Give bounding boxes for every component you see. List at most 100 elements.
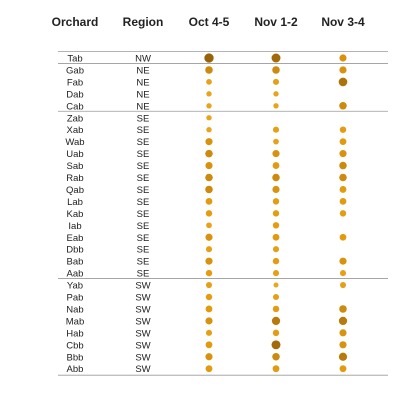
dot-aab-nov-3-4 [339, 270, 347, 277]
dot-sab-nov-3-4 [339, 161, 347, 170]
column-header-oct-4-5: Oct 4-5 [189, 15, 230, 29]
region-label: SE [137, 269, 150, 280]
table-row: Bbb SW [67, 352, 348, 363]
table-row: Eab SE [67, 233, 347, 244]
dot-wab-oct-4-5 [205, 138, 213, 146]
dot-lab-oct-4-5 [205, 198, 213, 205]
table-row: Pab SW [67, 293, 280, 304]
dot-iab-nov-1-2 [272, 222, 280, 229]
region-label: SE [137, 185, 150, 196]
region-label: SW [135, 293, 150, 304]
dot-lab-nov-3-4 [339, 198, 347, 205]
dot-dbb-nov-1-2 [272, 246, 280, 253]
orchard-label: Cbb [66, 340, 83, 351]
orchard-label: Hab [66, 328, 83, 339]
table-row: Rab SE [66, 173, 347, 184]
dot-sab-oct-4-5 [205, 161, 213, 170]
dot-mab-nov-1-2 [271, 316, 281, 326]
column-header-nov-1-2: Nov 1-2 [254, 15, 298, 29]
region-label: SW [135, 352, 150, 363]
region-label: SE [137, 209, 150, 220]
dot-sab-nov-1-2 [272, 162, 280, 169]
dot-yab-oct-4-5 [205, 282, 213, 289]
dot-uab-oct-4-5 [205, 149, 213, 158]
region-label: SE [137, 113, 150, 124]
dot-bbb-oct-4-5 [205, 353, 213, 361]
dot-eab-nov-1-2 [272, 233, 280, 241]
dot-fab-oct-4-5 [206, 79, 212, 85]
dot-wab-nov-3-4 [339, 138, 347, 146]
orchard-label: Bab [67, 257, 84, 268]
orchard-label: Gab [66, 65, 84, 76]
region-label: SE [137, 137, 150, 148]
dot-pab-nov-1-2 [272, 293, 280, 301]
region-label: SE [137, 149, 150, 160]
dot-bab-nov-1-2 [272, 257, 280, 265]
table-row: Uab SE [66, 149, 347, 160]
dot-abb-nov-1-2 [272, 365, 280, 373]
orchard-label: Iab [68, 221, 81, 232]
dot-bbb-nov-1-2 [272, 352, 280, 361]
orchard-label: Eab [67, 233, 84, 244]
table-row: Xab SE [67, 125, 347, 136]
dot-zab-oct-4-5 [206, 115, 212, 121]
dot-eab-nov-3-4 [339, 233, 347, 241]
dot-dab-oct-4-5 [206, 91, 212, 97]
dot-mab-nov-3-4 [338, 316, 348, 326]
column-header-region: Region [123, 15, 164, 29]
dot-hab-oct-4-5 [205, 329, 213, 336]
orchard-label: Kab [67, 209, 84, 220]
dot-xab-nov-1-2 [272, 126, 280, 133]
dot-bab-nov-3-4 [339, 257, 347, 265]
table-row: Hab SW [66, 328, 347, 339]
dot-gab-nov-3-4 [339, 66, 347, 74]
dot-hab-nov-3-4 [339, 329, 347, 337]
group-dividers [58, 51, 388, 376]
table-row: Mab SW [66, 316, 348, 327]
region-label: SW [135, 364, 150, 375]
dot-gab-oct-4-5 [205, 66, 213, 74]
column-header-orchard: Orchard [52, 15, 99, 29]
dot-qab-nov-1-2 [272, 185, 280, 194]
table-row: Zab SE [67, 113, 212, 124]
orchard-label: Aab [67, 269, 84, 280]
orchard-label: Zab [67, 113, 83, 124]
dot-qab-nov-3-4 [339, 186, 347, 193]
dot-fab-nov-1-2 [272, 78, 280, 85]
dot-dbb-oct-4-5 [205, 246, 213, 253]
table-row: Dbb SE [66, 245, 280, 256]
orchard-label: Bbb [67, 352, 84, 363]
orchard-label: Yab [67, 281, 83, 292]
dot-kab-nov-3-4 [339, 210, 347, 217]
region-label: SW [135, 304, 150, 315]
orchard-label: Pab [67, 293, 84, 304]
dot-nab-nov-3-4 [339, 305, 347, 313]
column-header-nov-3-4: Nov 3-4 [321, 15, 365, 29]
dot-abb-oct-4-5 [205, 365, 213, 373]
table-row: Nab SW [66, 304, 347, 315]
dot-tab-oct-4-5 [204, 53, 214, 63]
table-row: Wab SE [65, 137, 347, 148]
table-row: Bab SE [67, 257, 347, 268]
dot-dab-nov-1-2 [273, 91, 279, 97]
chart-rows: Tab NW Gab NE Fab NE Dab NE Cab NE Zab SE Xab SE Wab SE… [65, 53, 348, 375]
dot-aab-oct-4-5 [205, 269, 213, 277]
orchard-label: Tab [67, 54, 82, 65]
table-row: Lab SE [67, 197, 347, 208]
dot-cbb-nov-1-2 [271, 340, 281, 350]
region-label: NE [136, 77, 149, 88]
dot-qab-oct-4-5 [205, 185, 213, 194]
region-label: SE [137, 233, 150, 244]
orchard-label: Mab [66, 316, 84, 327]
region-label: NE [136, 101, 149, 112]
dot-xab-oct-4-5 [206, 127, 212, 133]
orchard-label: Qab [66, 185, 84, 196]
orchard-label: Cab [66, 101, 83, 112]
dot-uab-nov-3-4 [339, 150, 347, 158]
column-headers: Orchard Region Oct 4-5 Nov 1-2 Nov 3-4 [52, 15, 365, 29]
table-row: Iab SE [68, 221, 280, 232]
table-row: Tab NW [67, 53, 347, 65]
table-row: Fab NE [67, 77, 348, 88]
dot-tab-nov-3-4 [339, 54, 347, 62]
